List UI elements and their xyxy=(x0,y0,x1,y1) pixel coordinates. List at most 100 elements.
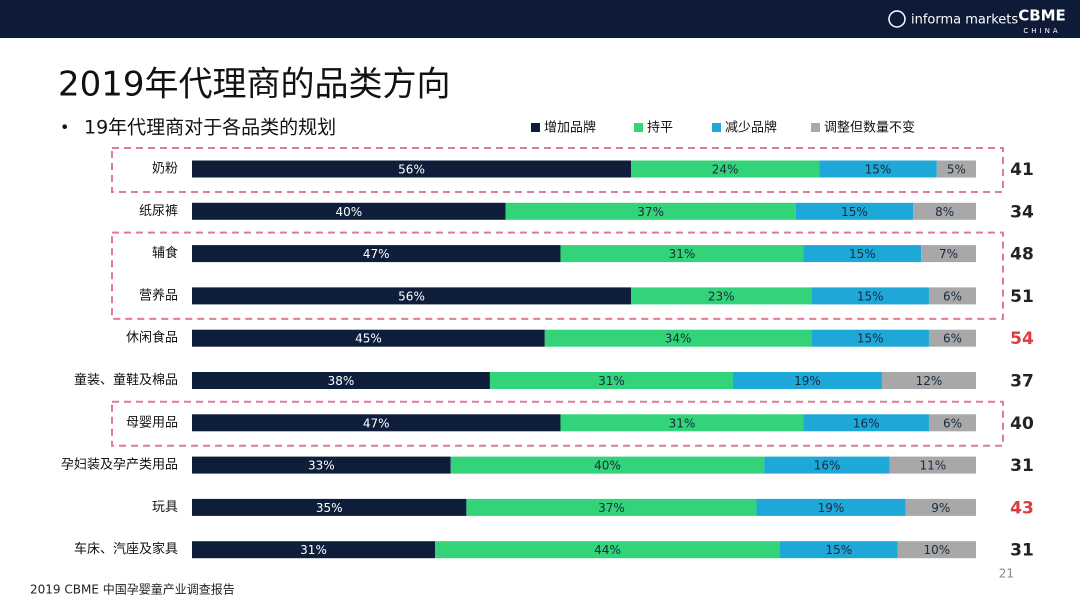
bar-segment xyxy=(897,541,976,559)
value-label: 12% xyxy=(916,374,943,388)
count-label: 48 xyxy=(1010,245,1034,265)
page-number: 21 xyxy=(999,567,1014,581)
bar-segment xyxy=(811,329,929,347)
bar-segment xyxy=(192,329,545,347)
bar-segment xyxy=(192,245,561,263)
highlight-box xyxy=(111,400,1004,447)
category-label: 奶粉 xyxy=(152,162,178,177)
bar-segment xyxy=(435,541,780,559)
legend-swatch xyxy=(634,123,643,132)
value-label: 33% xyxy=(308,459,335,473)
bar-segment xyxy=(631,160,820,178)
bar-segment xyxy=(560,245,804,263)
value-label: 6% xyxy=(943,289,962,303)
category-label: 辅食 xyxy=(152,245,178,261)
brand: informa markets xyxy=(911,13,1018,28)
bar-segment xyxy=(928,287,976,305)
bar-segment xyxy=(631,287,812,305)
legend-swatch xyxy=(712,123,721,132)
legend-swatch xyxy=(531,123,540,132)
bar-segment xyxy=(756,498,906,516)
bar-segment xyxy=(505,202,796,220)
bar-segment xyxy=(811,287,929,305)
value-label: 31% xyxy=(669,416,696,430)
value-label: 19% xyxy=(794,374,821,388)
bar-segment xyxy=(928,329,976,347)
bar-segment xyxy=(192,541,436,559)
value-label: 40% xyxy=(594,459,621,473)
value-label: 15% xyxy=(849,247,876,261)
value-label: 56% xyxy=(398,163,425,177)
chart-title: 2019年代理商的品类方向 xyxy=(58,65,451,105)
value-label: 15% xyxy=(857,332,884,346)
value-label: 40% xyxy=(335,205,362,219)
count-label: 40 xyxy=(1010,414,1034,434)
count-label: 43 xyxy=(1010,498,1034,518)
logo: CBME xyxy=(1018,7,1066,25)
category-label: 休闲食品 xyxy=(126,330,178,346)
bar-segment xyxy=(192,498,467,516)
value-label: 37% xyxy=(598,501,625,515)
bullet: • xyxy=(60,118,69,137)
logo-sub: CHINA xyxy=(1023,27,1060,35)
header-bar xyxy=(0,0,1080,38)
bar-segment xyxy=(192,456,451,474)
count-label: 37 xyxy=(1010,372,1034,392)
bar-segment xyxy=(192,287,632,305)
value-label: 47% xyxy=(363,247,390,261)
bar-segment xyxy=(466,498,757,516)
category-label: 营养品 xyxy=(139,287,178,303)
count-label: 34 xyxy=(1010,202,1034,222)
count-label: 54 xyxy=(1010,329,1034,349)
value-label: 15% xyxy=(857,289,884,303)
category-label: 母婴用品 xyxy=(126,415,178,430)
bar-segment xyxy=(192,414,561,432)
bar-segment xyxy=(192,160,632,178)
bar-segment xyxy=(780,541,898,559)
value-label: 7% xyxy=(939,247,958,261)
legend-label: 调整但数量不变 xyxy=(824,120,915,136)
value-label: 15% xyxy=(865,163,892,177)
bar-segment xyxy=(544,329,812,347)
bar-segment xyxy=(928,414,976,432)
value-label: 5% xyxy=(947,163,966,177)
value-label: 31% xyxy=(598,374,625,388)
bar-segment xyxy=(192,372,490,389)
bar-segment xyxy=(192,202,506,220)
count-label: 31 xyxy=(1010,541,1034,561)
value-label: 9% xyxy=(931,501,950,515)
count-label: 51 xyxy=(1010,287,1034,307)
bar-segment xyxy=(913,202,976,220)
value-label: 37% xyxy=(637,205,664,219)
category-label: 童装、童鞋及棉品 xyxy=(74,372,178,388)
category-label: 玩具 xyxy=(152,500,178,515)
bar-segment xyxy=(732,372,882,389)
value-label: 24% xyxy=(712,163,739,177)
value-label: 31% xyxy=(669,247,696,261)
legend-label: 减少品牌 xyxy=(725,120,777,136)
bar-segment xyxy=(803,414,929,432)
value-label: 15% xyxy=(841,205,868,219)
value-label: 15% xyxy=(825,543,852,557)
category-label: 车床、汽座及家具 xyxy=(74,541,178,557)
highlight-box xyxy=(111,147,1004,193)
value-label: 6% xyxy=(943,416,962,430)
bar-segment xyxy=(905,498,976,516)
legend-label: 增加品牌 xyxy=(544,120,596,136)
value-label: 23% xyxy=(708,289,735,303)
value-label: 56% xyxy=(398,289,425,303)
value-label: 16% xyxy=(814,459,841,473)
value-label: 31% xyxy=(300,543,327,557)
count-label: 31 xyxy=(1010,456,1034,476)
bar-segment xyxy=(450,456,765,474)
highlight-box xyxy=(111,231,1004,320)
count-label: 41 xyxy=(1010,160,1034,180)
value-label: 35% xyxy=(316,501,343,515)
value-label: 10% xyxy=(923,543,950,557)
value-label: 16% xyxy=(853,416,880,430)
category-label: 孕妇装及孕产类用品 xyxy=(61,457,178,473)
legend-swatch xyxy=(811,123,820,132)
brand-icon xyxy=(888,10,906,28)
value-label: 34% xyxy=(665,332,692,346)
